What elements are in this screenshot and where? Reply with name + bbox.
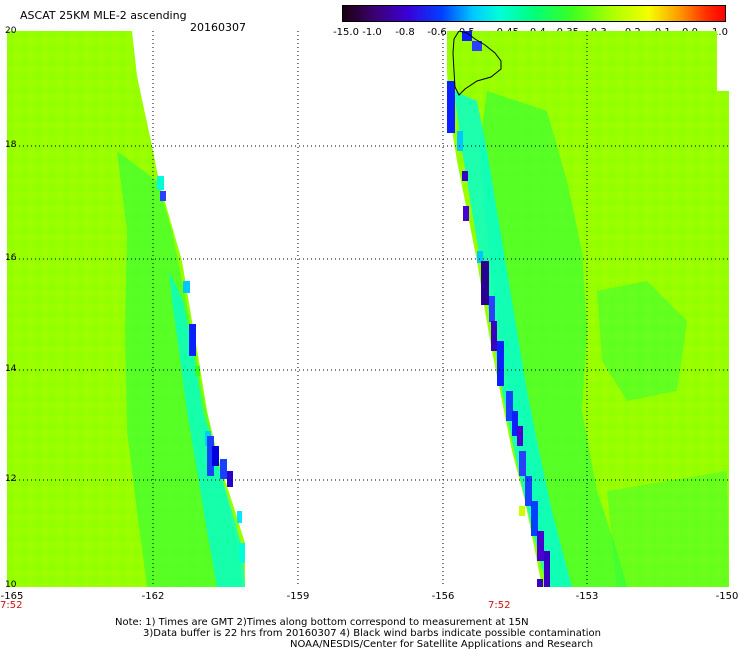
lon-label-156: -156 — [431, 591, 455, 602]
colorbar-tick-label: -1.0 — [362, 27, 382, 38]
colorbar-tick-label: 1.0 — [712, 27, 728, 38]
swath-map — [7, 31, 729, 587]
colorbar-tick-label: -0.6 — [427, 27, 447, 38]
lat-label-10: 10 — [5, 580, 17, 590]
left-swath-cyan-edge — [169, 271, 245, 587]
right-swath — [447, 31, 729, 587]
lat-label-12: 12 — [5, 474, 17, 484]
lat-label-16: 16 — [5, 253, 17, 263]
colorbar — [342, 5, 726, 22]
note-line-1: Note: 1) Times are GMT 2)Times along bot… — [115, 617, 529, 628]
lon-label-162: -162 — [141, 591, 165, 602]
right-swath-green-band — [479, 91, 627, 587]
map-title: ASCAT 25KM MLE-2 ascending — [20, 9, 187, 22]
lon-label-159: -159 — [286, 591, 310, 602]
lon-label-165: -165 — [0, 591, 24, 602]
lon-label-150: -150 — [715, 591, 739, 602]
right-swath-green-patch-2 — [607, 471, 729, 587]
note-line-2: 3)Data buffer is 22 hrs from 20160307 4)… — [143, 628, 601, 639]
lat-label-20: 20 — [5, 26, 17, 36]
note-line-3: NOAA/NESDIS/Center for Satellite Applica… — [290, 639, 594, 650]
right-swath-cyan-edge — [454, 91, 572, 587]
left-swath — [7, 31, 245, 587]
lat-label-14: 14 — [5, 364, 17, 374]
right-swath-green-patch — [597, 281, 687, 401]
graticule — [7, 31, 729, 587]
lon-label-153: -153 — [575, 591, 599, 602]
lat-label-18: 18 — [5, 140, 17, 150]
time-label-right: 7:52 — [488, 600, 511, 611]
colorbar-gradient — [343, 6, 725, 21]
time-label-left: 7:52 — [0, 600, 23, 611]
map-date: 20160307 — [190, 21, 246, 34]
hawaii-coastline — [452, 31, 502, 96]
colorbar-tick-label: -0.8 — [395, 27, 415, 38]
colorbar-tick-label: -15.0 — [333, 27, 359, 38]
